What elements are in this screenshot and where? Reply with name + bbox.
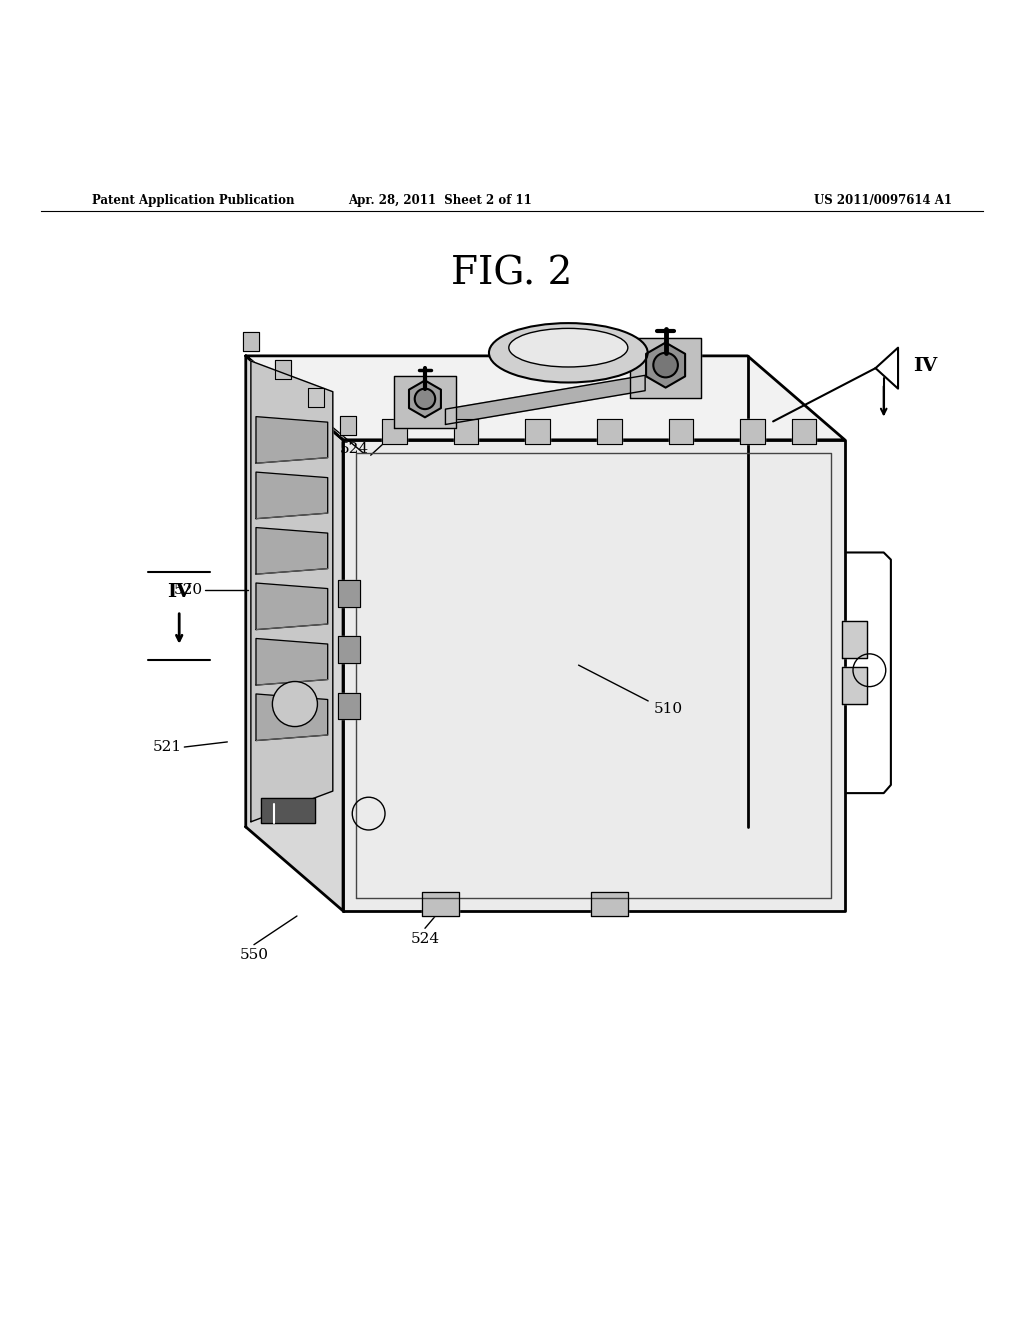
Polygon shape bbox=[256, 473, 328, 519]
Polygon shape bbox=[382, 420, 407, 444]
Ellipse shape bbox=[509, 329, 628, 367]
Text: Patent Application Publication: Patent Application Publication bbox=[92, 194, 295, 207]
Polygon shape bbox=[246, 356, 343, 911]
Polygon shape bbox=[338, 693, 360, 719]
Text: 521: 521 bbox=[154, 741, 182, 754]
Polygon shape bbox=[338, 636, 360, 663]
Text: FIG. 2: FIG. 2 bbox=[452, 256, 572, 293]
Polygon shape bbox=[261, 799, 315, 822]
Text: 510: 510 bbox=[653, 702, 682, 717]
Polygon shape bbox=[525, 420, 550, 444]
Polygon shape bbox=[454, 420, 478, 444]
Polygon shape bbox=[256, 583, 328, 630]
Polygon shape bbox=[409, 380, 441, 417]
Polygon shape bbox=[669, 420, 693, 444]
Polygon shape bbox=[243, 333, 259, 351]
Circle shape bbox=[653, 352, 678, 378]
Polygon shape bbox=[394, 376, 456, 428]
Polygon shape bbox=[422, 892, 459, 916]
Polygon shape bbox=[630, 338, 701, 397]
Polygon shape bbox=[597, 420, 622, 444]
Text: 500: 500 bbox=[256, 376, 285, 391]
Circle shape bbox=[272, 681, 317, 726]
Text: 524: 524 bbox=[411, 932, 439, 945]
Polygon shape bbox=[740, 420, 765, 444]
Text: 550: 550 bbox=[240, 948, 268, 962]
Polygon shape bbox=[842, 622, 867, 657]
Ellipse shape bbox=[489, 323, 648, 383]
Text: 520: 520 bbox=[174, 583, 203, 598]
Polygon shape bbox=[256, 528, 328, 574]
Polygon shape bbox=[792, 420, 816, 444]
Polygon shape bbox=[246, 356, 845, 440]
Text: IV: IV bbox=[167, 582, 191, 601]
Polygon shape bbox=[256, 694, 328, 741]
Polygon shape bbox=[591, 892, 628, 916]
Text: IV: IV bbox=[913, 358, 938, 375]
Polygon shape bbox=[275, 360, 292, 379]
Polygon shape bbox=[340, 416, 356, 434]
Polygon shape bbox=[343, 440, 845, 911]
Text: 524: 524 bbox=[340, 442, 369, 455]
Text: US 2011/0097614 A1: US 2011/0097614 A1 bbox=[814, 194, 952, 207]
Polygon shape bbox=[338, 579, 360, 607]
Polygon shape bbox=[445, 375, 645, 425]
Polygon shape bbox=[251, 360, 333, 822]
Polygon shape bbox=[842, 667, 867, 704]
Polygon shape bbox=[256, 639, 328, 685]
Polygon shape bbox=[307, 388, 324, 407]
Circle shape bbox=[415, 388, 435, 409]
Polygon shape bbox=[876, 347, 898, 388]
Polygon shape bbox=[646, 343, 685, 388]
Polygon shape bbox=[256, 417, 328, 463]
Text: Apr. 28, 2011  Sheet 2 of 11: Apr. 28, 2011 Sheet 2 of 11 bbox=[348, 194, 532, 207]
